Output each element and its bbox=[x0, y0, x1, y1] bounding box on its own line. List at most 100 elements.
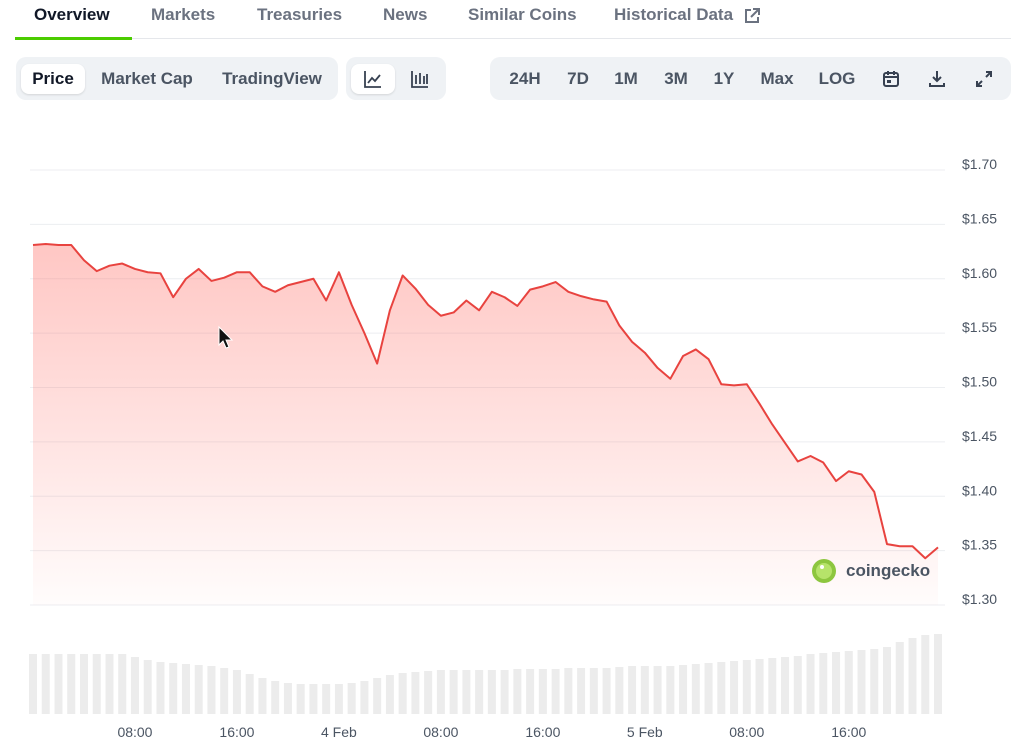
y-tick-label: $1.30 bbox=[962, 591, 997, 607]
candle-icon bbox=[411, 71, 428, 88]
volume-bar bbox=[258, 678, 267, 714]
range-group bbox=[490, 57, 1011, 100]
volume-bar bbox=[475, 670, 484, 714]
volume-bar bbox=[130, 657, 139, 714]
volume-bar bbox=[207, 666, 216, 714]
fullscreen-icon[interactable] bbox=[973, 68, 995, 90]
volume-bar bbox=[666, 666, 675, 714]
download-icon[interactable] bbox=[926, 68, 948, 90]
volume-bar bbox=[347, 683, 356, 714]
volume-bar bbox=[245, 674, 254, 714]
volume-bar bbox=[755, 659, 764, 714]
volume-bar bbox=[768, 658, 777, 714]
volume-bar bbox=[67, 654, 76, 714]
mouse-cursor bbox=[218, 325, 234, 349]
volume-bar bbox=[449, 670, 458, 714]
range-button[interactable]: LOG bbox=[818, 69, 856, 88]
volume-bar bbox=[832, 652, 841, 714]
volume-bar bbox=[819, 653, 828, 714]
tab[interactable]: Similar Coins bbox=[468, 5, 577, 24]
volume-bar bbox=[704, 663, 713, 714]
watermark-text: coingecko bbox=[846, 561, 930, 580]
volume-bar bbox=[283, 683, 292, 714]
volume-bar bbox=[92, 654, 101, 714]
x-tick-label: 16:00 bbox=[525, 724, 560, 740]
volume-bar bbox=[322, 684, 331, 714]
watermark: coingecko bbox=[812, 559, 930, 583]
calendar-icon[interactable] bbox=[880, 68, 902, 90]
volume-bar bbox=[334, 684, 343, 714]
volume-bar bbox=[105, 654, 114, 714]
x-tick-label: 08:00 bbox=[423, 724, 458, 740]
volume-bar bbox=[857, 650, 866, 714]
volume-bar bbox=[424, 671, 433, 714]
volume-bar bbox=[398, 673, 407, 714]
volume-bar bbox=[220, 668, 229, 714]
view-button[interactable]: TradingView bbox=[222, 69, 322, 88]
volume-bar bbox=[551, 669, 560, 714]
tab-divider bbox=[15, 38, 1011, 39]
y-tick-label: $1.50 bbox=[962, 374, 997, 390]
volume-bar bbox=[194, 665, 203, 714]
y-tick-label: $1.40 bbox=[962, 482, 997, 498]
active-tab-underline bbox=[15, 37, 132, 40]
volume-bar bbox=[309, 684, 318, 714]
y-tick-label: $1.65 bbox=[962, 210, 997, 226]
external-link-icon bbox=[745, 8, 760, 23]
volume-bar bbox=[79, 654, 88, 714]
range-button[interactable]: 3M bbox=[664, 69, 688, 88]
volume-bar bbox=[589, 668, 598, 714]
range-button[interactable]: 1M bbox=[614, 69, 638, 88]
line-chart-button[interactable] bbox=[351, 64, 395, 94]
range-button[interactable]: Max bbox=[760, 69, 794, 88]
volume-bar bbox=[895, 642, 904, 714]
volume-bar bbox=[513, 669, 522, 714]
candle-chart-button[interactable] bbox=[398, 64, 442, 94]
volume-bar bbox=[691, 664, 700, 714]
range-button[interactable]: 7D bbox=[567, 69, 589, 88]
volume-bar bbox=[640, 666, 649, 714]
range-button[interactable]: 24H bbox=[509, 69, 541, 88]
x-tick-label: 08:00 bbox=[729, 724, 764, 740]
x-tick-label: 4 Feb bbox=[321, 724, 357, 740]
volume-bar bbox=[411, 672, 420, 714]
volume-bar bbox=[653, 666, 662, 714]
volume-bar bbox=[742, 660, 751, 714]
tab[interactable]: Treasuries bbox=[257, 5, 343, 24]
volume-bar bbox=[169, 663, 178, 714]
volume-bar bbox=[844, 651, 853, 714]
volume-bar bbox=[538, 669, 547, 714]
volume-bar bbox=[679, 665, 688, 714]
volume-bar bbox=[360, 681, 369, 714]
volume-bar bbox=[271, 681, 280, 714]
volume-bar bbox=[143, 660, 152, 714]
tab[interactable]: News bbox=[383, 5, 428, 24]
volume-bar bbox=[500, 670, 509, 714]
view-button[interactable]: Price bbox=[21, 64, 85, 94]
price-line bbox=[32, 242, 939, 560]
volume-bar bbox=[717, 662, 726, 714]
volume-bar bbox=[934, 634, 942, 714]
volume-bar bbox=[921, 635, 930, 714]
tab[interactable]: Historical Data bbox=[614, 5, 734, 24]
range-button[interactable]: 1Y bbox=[713, 69, 735, 88]
volume-bar bbox=[436, 670, 445, 714]
volume-bar bbox=[156, 662, 165, 714]
x-tick-label: 08:00 bbox=[117, 724, 152, 740]
volume-bar bbox=[806, 654, 815, 714]
volume-bar bbox=[602, 668, 611, 714]
volume-bar bbox=[487, 670, 496, 714]
tab[interactable]: Markets bbox=[151, 5, 216, 24]
volume-bar bbox=[781, 657, 790, 714]
volume-bar bbox=[296, 684, 305, 714]
y-tick-label: $1.55 bbox=[962, 319, 997, 335]
y-tick-label: $1.45 bbox=[962, 428, 997, 444]
volume-bar bbox=[118, 654, 127, 714]
x-tick-label: 5 Feb bbox=[627, 724, 663, 740]
volume-bar bbox=[373, 678, 382, 714]
area-fill bbox=[33, 243, 938, 605]
tab[interactable]: Overview bbox=[34, 5, 110, 24]
view-button[interactable]: Market Cap bbox=[101, 69, 193, 88]
